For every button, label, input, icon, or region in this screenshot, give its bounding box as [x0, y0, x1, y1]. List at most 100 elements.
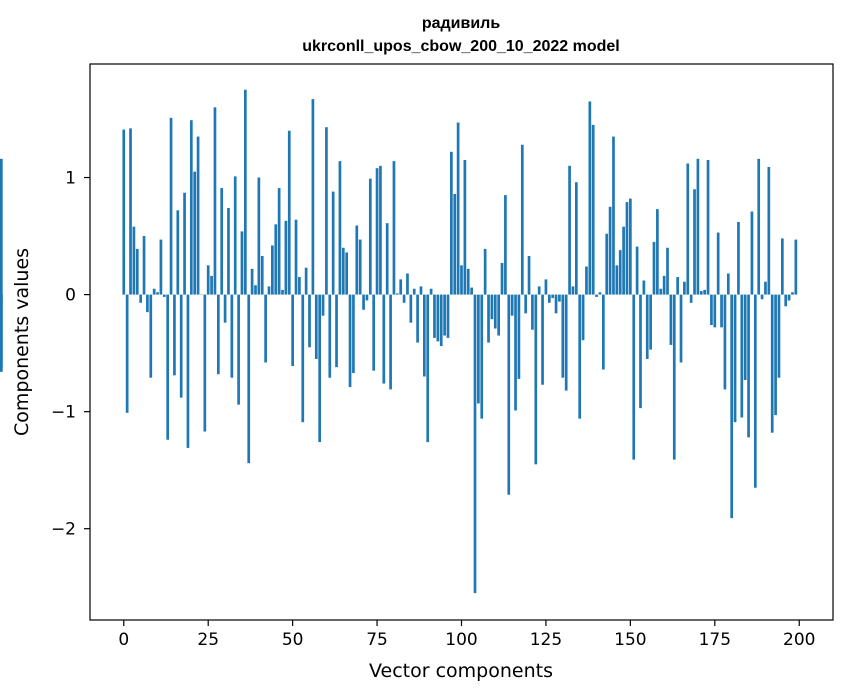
bar	[152, 288, 156, 295]
bar	[723, 294, 727, 390]
bar	[294, 219, 298, 295]
bar	[237, 294, 240, 405]
plot-frame	[89, 63, 834, 621]
bar	[395, 293, 399, 295]
bar	[497, 294, 500, 336]
bar	[791, 292, 794, 295]
bar	[450, 151, 453, 295]
bar	[639, 294, 642, 409]
bar	[213, 107, 217, 295]
bar	[770, 294, 774, 433]
bar	[510, 294, 514, 316]
bar	[233, 176, 237, 295]
bar	[618, 250, 622, 295]
bar	[318, 294, 321, 443]
bar	[348, 294, 352, 388]
bar	[257, 177, 261, 295]
bar	[173, 294, 176, 376]
bar	[220, 188, 224, 295]
bar	[537, 286, 541, 295]
bar	[166, 294, 170, 440]
bar	[683, 281, 686, 295]
bar	[399, 279, 403, 295]
bar-series	[0, 89, 798, 594]
bar	[379, 165, 382, 295]
bar	[527, 255, 531, 295]
bar	[335, 294, 338, 368]
bar	[146, 294, 149, 313]
bar	[544, 279, 548, 295]
y-axis-ticks: −2 −1 0 1	[51, 169, 90, 540]
bar	[159, 239, 163, 295]
bar	[601, 294, 605, 370]
bar	[122, 129, 126, 295]
bar	[308, 294, 311, 348]
bar	[760, 294, 764, 300]
bar	[524, 294, 528, 314]
bar	[382, 294, 386, 384]
bar	[551, 294, 555, 299]
bar	[635, 246, 639, 295]
bar	[362, 294, 365, 310]
bar	[247, 294, 251, 464]
bar	[250, 268, 254, 295]
bar	[402, 294, 406, 303]
bar	[271, 245, 274, 295]
bar	[726, 273, 730, 295]
bar	[423, 294, 426, 377]
bar	[227, 207, 230, 295]
bar	[757, 158, 761, 295]
bar	[554, 294, 558, 314]
y-axis-label: Components values	[11, 248, 33, 436]
x-tick-label: 25	[197, 630, 219, 650]
bar	[629, 198, 632, 295]
bar	[547, 294, 551, 303]
bar	[733, 294, 737, 423]
bar	[446, 294, 450, 338]
bar	[487, 294, 490, 343]
bar	[287, 130, 291, 295]
bar	[254, 285, 257, 295]
bar	[189, 120, 193, 295]
bar	[372, 294, 376, 371]
bar	[605, 233, 609, 295]
bar	[375, 168, 379, 295]
bar	[149, 294, 153, 378]
x-tick-label: 150	[614, 630, 646, 650]
bar	[568, 165, 571, 295]
bar	[368, 178, 372, 295]
bar	[328, 294, 332, 378]
bar	[520, 144, 524, 295]
bar	[659, 288, 663, 295]
bar	[406, 273, 409, 295]
bar	[264, 294, 267, 363]
bar	[274, 224, 278, 295]
bar	[460, 265, 463, 295]
bar	[686, 163, 690, 295]
bar	[352, 294, 355, 374]
bar	[355, 225, 359, 295]
bar	[514, 294, 517, 411]
bar	[321, 294, 325, 316]
bar	[787, 294, 791, 301]
x-tick-label: 175	[699, 630, 731, 650]
bar	[693, 189, 696, 295]
bar	[142, 236, 146, 295]
bar	[277, 188, 281, 295]
bar	[291, 294, 294, 366]
bar	[443, 294, 446, 336]
bar	[652, 241, 656, 295]
x-tick-label: 50	[282, 630, 304, 650]
bar	[183, 192, 186, 295]
bar	[558, 294, 561, 302]
bar	[466, 268, 470, 295]
bar	[463, 159, 467, 295]
bar	[338, 161, 342, 295]
bar	[426, 294, 430, 443]
bar	[298, 277, 301, 295]
bar	[473, 294, 477, 594]
bar	[125, 294, 129, 413]
bar	[480, 294, 484, 419]
bar	[740, 294, 744, 418]
bar	[531, 294, 534, 330]
